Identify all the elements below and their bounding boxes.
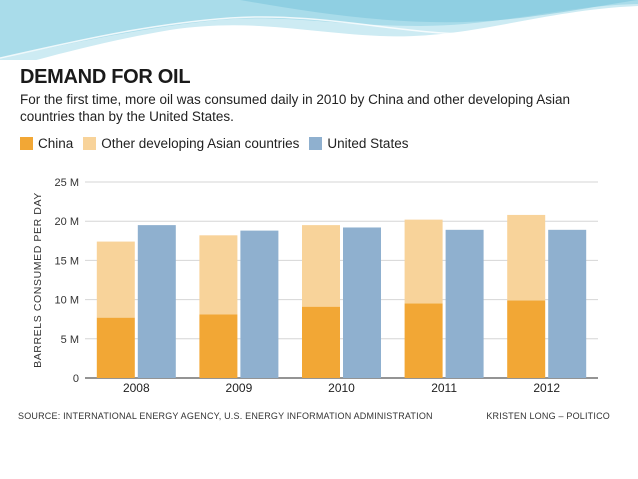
bar-other-asia-2010 [302,225,340,307]
y-tick-label: 15 M [55,255,79,267]
legend-item-other-asia: Other developing Asian countries [83,136,299,151]
bar-other-asia-2009 [199,235,238,315]
chart-card: DEMAND FOR OIL For the first time, more … [12,60,618,435]
legend-item-china: China [20,136,73,151]
chart-legend: China Other developing Asian countries U… [20,136,418,151]
chart-title: DEMAND FOR OIL [20,66,191,88]
bar-other-asia-2012 [507,214,546,301]
x-tick-label: 2012 [533,381,560,392]
legend-label-other-asia: Other developing Asian countries [101,136,300,151]
bar-chart-plot: BARRELS CONSUMED PER DAY 0 5 M 10 M 15 M 20 M… [32,177,598,392]
bar-united-states-2009 [240,230,279,378]
y-tick-label: 10 M [55,295,79,307]
source-note: SOURCE: INTERNATIONAL ENERGY AGENCY, U.S… [18,411,433,421]
y-axis-label: BARRELS CONSUMED PER DAY [32,192,44,368]
legend-swatch-united-states [309,137,323,150]
bar-china-2012 [507,300,546,378]
chart-subtitle: For the first time, more oil was consume… [20,92,571,124]
bar-united-states-2010 [343,227,381,378]
x-tick-label: 2011 [431,381,457,392]
y-tick-label: 25 M [55,177,79,189]
y-tick-label: 5 M [61,334,79,346]
y-tick-label: 0 [73,373,79,385]
legend-label-united-states: United States [327,136,409,151]
bar-other-asia-2008 [96,241,135,318]
y-tick-label: 20 M [55,216,79,228]
bar-china-2008 [96,317,135,378]
bar-united-states-2012 [548,229,587,378]
x-tick-label: 2010 [328,381,355,392]
legend-label-china: China [38,136,74,151]
bar-united-states-2008 [137,225,176,378]
bar-china-2011 [404,303,443,378]
x-tick-label: 2009 [226,381,253,392]
legend-item-united-states: United States [309,136,408,151]
legend-swatch-other-asia [83,137,97,150]
x-tick-label: 2008 [123,381,150,392]
bar-other-asia-2011 [404,219,443,304]
bar-united-states-2011 [445,229,484,378]
bar-china-2009 [199,314,238,378]
legend-swatch-china [20,137,33,150]
slide-header-banner [0,0,638,60]
credit-note: KRISTEN LONG – POLITICO [486,411,610,421]
bar-china-2010 [302,306,340,378]
